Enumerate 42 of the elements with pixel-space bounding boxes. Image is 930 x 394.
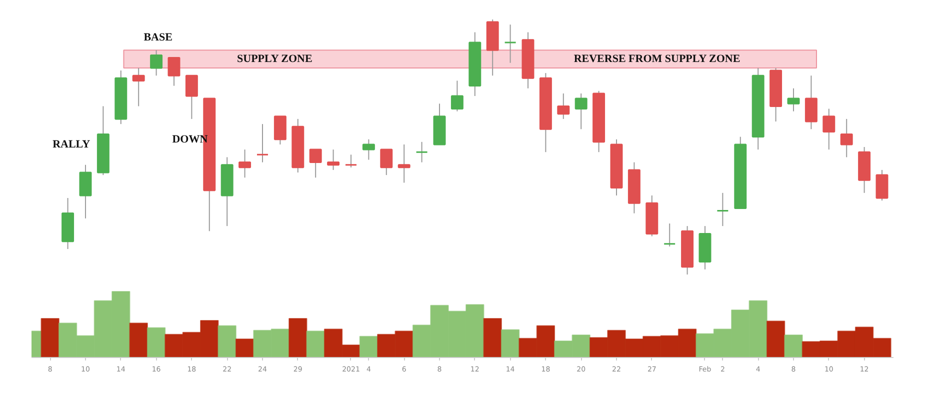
annotation: RALLY [52, 138, 90, 150]
bar [500, 329, 520, 358]
candlestick [185, 74, 198, 120]
candlestick [274, 116, 286, 145]
band-label: SUPPLY ZONE [237, 53, 312, 66]
candlestick [416, 141, 428, 163]
candlestick [804, 75, 818, 130]
candlestick [238, 149, 252, 178]
candlestick [168, 57, 180, 86]
bar [40, 318, 60, 358]
annotation: BASE [144, 31, 172, 44]
candlestick [362, 138, 375, 160]
bar [129, 322, 148, 358]
candlestick [380, 148, 393, 176]
candlestick [504, 24, 517, 64]
candlestick [716, 192, 729, 227]
candlestick [398, 144, 410, 184]
candlestick [876, 169, 888, 202]
candlestick [450, 80, 464, 112]
bar [766, 320, 786, 358]
bar [146, 327, 166, 358]
candlestick [309, 148, 322, 178]
bar [306, 330, 325, 358]
bar [218, 325, 236, 358]
bar [235, 338, 254, 358]
candlestick [557, 92, 570, 120]
candlestick [132, 67, 145, 107]
bar [359, 336, 378, 358]
candlestick [787, 88, 800, 112]
bar [784, 334, 803, 358]
candlestick [256, 124, 269, 163]
candlestick [574, 92, 588, 130]
candlestick [822, 108, 836, 150]
candlestick [327, 149, 340, 170]
candlestick [840, 118, 853, 158]
candlestick [663, 223, 676, 247]
candlestick [150, 50, 163, 76]
annotation: REVERSE FROM SUPPLY ZONE [574, 53, 740, 66]
candlestick [344, 154, 358, 168]
bar [483, 318, 502, 358]
bar [288, 318, 308, 358]
candlestick [79, 164, 92, 219]
